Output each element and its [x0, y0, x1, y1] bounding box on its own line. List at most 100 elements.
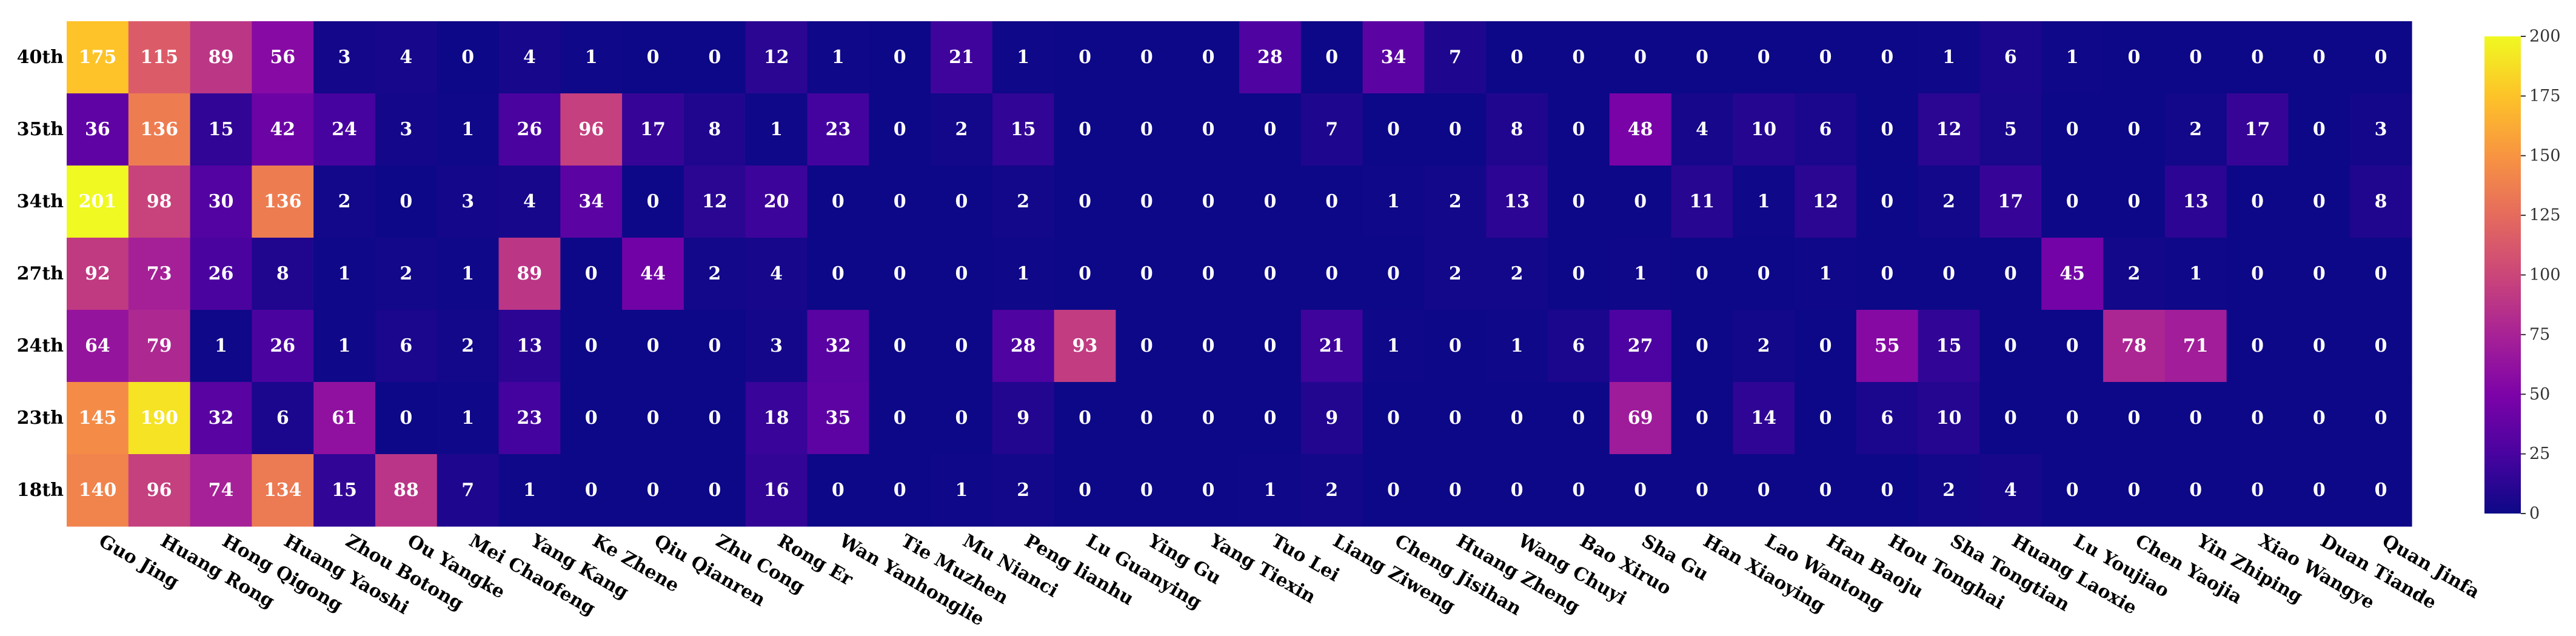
heatmap-cell — [498, 93, 561, 166]
heatmap-cell — [67, 382, 129, 455]
cell-value-label: 56 — [270, 47, 295, 68]
heatmap-cell — [2226, 166, 2289, 238]
heatmap-cell — [1177, 238, 1240, 310]
heatmap-cell — [1547, 93, 1610, 166]
cell-value-label: 2 — [1449, 191, 1462, 212]
cell-value-label: 0 — [1263, 407, 1276, 429]
cell-value-label: 0 — [2251, 480, 2264, 501]
heatmap-cell — [807, 382, 869, 455]
cell-value-label: 44 — [640, 263, 666, 284]
cell-value-label: 0 — [955, 191, 968, 212]
heatmap-cell — [313, 21, 376, 94]
cell-value-label: 0 — [2313, 263, 2326, 284]
heatmap-cell — [375, 382, 438, 455]
cell-value-label: 0 — [1696, 407, 1708, 429]
cell-value-label: 20 — [764, 191, 789, 212]
cell-value-label: 71 — [2183, 335, 2209, 356]
cell-value-label: 61 — [332, 407, 357, 429]
cell-value-label: 2 — [400, 263, 412, 284]
heatmap-cell — [1362, 238, 1425, 310]
cell-value-label: 0 — [2066, 335, 2079, 356]
heatmap-cell — [1671, 382, 1733, 455]
cell-value-label: 3 — [338, 47, 351, 68]
heatmap-cell — [498, 166, 561, 238]
cell-value-label: 2 — [1758, 335, 1770, 356]
cell-value-label: 74 — [209, 480, 234, 501]
heatmap-cell — [67, 21, 129, 94]
cell-value-label: 0 — [955, 335, 968, 356]
colorbar-tick-label: 0 — [2529, 504, 2540, 523]
heatmap-cell — [1795, 382, 1857, 455]
cell-value-label: 0 — [1881, 47, 1893, 68]
cell-value-label: 2 — [955, 119, 968, 140]
heatmap-cell — [2103, 382, 2166, 455]
cell-value-label: 26 — [517, 119, 543, 140]
cell-value-label: 1 — [1634, 263, 1647, 284]
heatmap-cell — [2288, 310, 2350, 383]
cell-value-label: 3 — [461, 191, 474, 212]
cell-value-label: 0 — [1387, 407, 1400, 429]
cell-value-label: 16 — [764, 480, 789, 501]
heatmap-cell — [1918, 382, 1981, 455]
heatmap-cell — [1671, 21, 1733, 94]
cell-value-label: 0 — [1449, 119, 1462, 140]
cell-value-label: 0 — [1449, 480, 1462, 501]
cell-value-label: 3 — [2375, 119, 2387, 140]
cell-value-label: 0 — [2313, 47, 2326, 68]
heatmap-cell — [992, 310, 1055, 383]
y-tick-label: 18th — [17, 480, 64, 501]
heatmap-cell — [1424, 382, 1487, 455]
cell-value-label: 0 — [647, 480, 660, 501]
heatmap-cell — [252, 238, 314, 310]
cell-value-label: 1 — [1819, 263, 1832, 284]
heatmap-cell — [1733, 310, 1795, 383]
heatmap-cell — [931, 310, 993, 383]
cell-value-label: 190 — [140, 407, 178, 429]
heatmap-cell — [1979, 166, 2042, 238]
heatmap-cell — [1609, 21, 1672, 94]
cell-value-label: 4 — [400, 47, 412, 68]
heatmap-cell — [992, 454, 1055, 527]
heatmap-cell — [2226, 238, 2289, 310]
cell-value-label: 0 — [1079, 191, 1091, 212]
heatmap-cell — [67, 238, 129, 310]
cell-value-label: 0 — [2004, 263, 2017, 284]
cell-value-label: 0 — [1819, 335, 1832, 356]
cell-value-label: 45 — [2059, 263, 2085, 284]
heatmap-cell — [1300, 454, 1363, 527]
heatmap-cell — [1116, 454, 1178, 527]
heatmap-cell — [252, 310, 314, 383]
heatmap-cell — [2350, 454, 2412, 527]
cell-value-label: 136 — [140, 119, 178, 140]
heatmap-cell — [1486, 454, 1548, 527]
cell-value-label: 35 — [825, 407, 851, 429]
heatmap-cell — [2103, 93, 2166, 166]
y-tick-label: 27th — [17, 263, 64, 284]
cell-value-label: 34 — [1381, 47, 1407, 68]
heatmap-cell — [2288, 166, 2350, 238]
heatmap-cell — [1609, 310, 1672, 383]
heatmap-cell — [1795, 21, 1857, 94]
heatmap-cell — [1486, 21, 1548, 94]
cell-value-label: 0 — [647, 191, 660, 212]
heatmap-cell — [869, 454, 931, 527]
cell-value-label: 17 — [640, 119, 666, 140]
colorbar-tick-label: 75 — [2529, 325, 2550, 344]
heatmap-cell — [1177, 310, 1240, 383]
cell-value-label: 4 — [523, 47, 536, 68]
cell-value-label: 0 — [2128, 480, 2141, 501]
heatmap-cell — [67, 166, 129, 238]
heatmap-cell — [1795, 310, 1857, 383]
cell-value-label: 1 — [1017, 263, 1029, 284]
heatmap-cell — [313, 454, 376, 527]
heatmap-cell — [1856, 454, 1919, 527]
cell-value-label: 0 — [894, 47, 906, 68]
heatmap-cell — [1362, 310, 1425, 383]
cell-value-label: 0 — [2189, 47, 2202, 68]
heatmap-cell — [1547, 310, 1610, 383]
heatmap-cell — [1239, 166, 1302, 238]
cell-value-label: 2 — [1017, 480, 1029, 501]
cell-value-label: 0 — [461, 47, 474, 68]
cell-value-label: 6 — [400, 335, 412, 356]
